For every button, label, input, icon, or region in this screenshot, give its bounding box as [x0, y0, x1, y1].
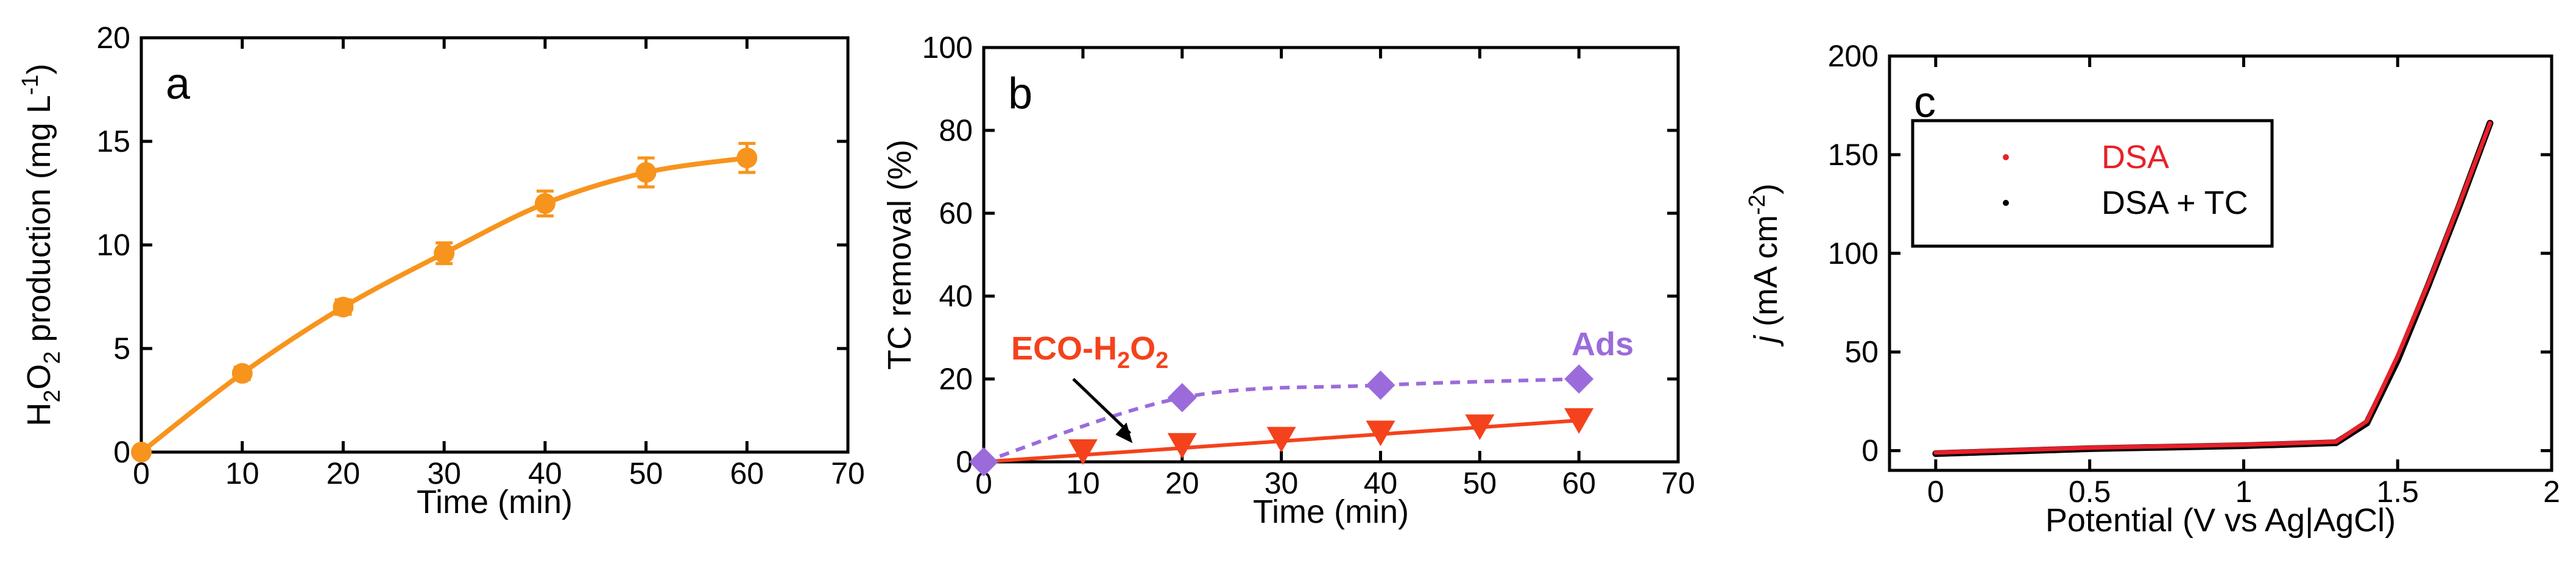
legend-marker [2003, 154, 2009, 160]
y-axis-title: j (mA cm-2) [1745, 183, 1784, 347]
data-point [231, 363, 253, 384]
x-tick-label: 1.5 [2376, 475, 2419, 509]
y-tick-label: 5 [113, 331, 130, 366]
y-title-sub: 2 [40, 351, 65, 364]
data-point [333, 297, 354, 317]
label-text: ECO-H [1011, 330, 1117, 367]
legend-label: DSA + TC [2101, 185, 2248, 221]
x-tick-label: 60 [730, 456, 764, 490]
y-title-end: ) [1748, 183, 1784, 194]
x-tick-label: 30 [1265, 466, 1299, 500]
x-tick-label: 30 [427, 456, 461, 490]
x-tick-label: 60 [1562, 466, 1596, 500]
label-sub: 2 [1156, 348, 1168, 373]
panel-letter: c [1914, 78, 1936, 127]
x-tick-label: 1 [2235, 475, 2253, 509]
x-tick-label: 50 [629, 456, 663, 490]
panel-letter: a [166, 60, 191, 108]
y-tick-label: 100 [1828, 236, 1879, 271]
data-point [635, 162, 657, 183]
y-title-text: (mA cm [1748, 215, 1784, 336]
x-tick-label: 40 [528, 456, 562, 490]
x-tick-label: 20 [1165, 466, 1199, 500]
x-axis-title: Time (min) [417, 484, 573, 520]
data-point-eco [1068, 439, 1098, 465]
y-tick-label: 150 [1828, 138, 1879, 172]
y-title-end: ) [21, 63, 57, 74]
data-point-eco [1167, 433, 1197, 459]
arrow-head [1115, 422, 1133, 444]
x-tick-label: 2 [2543, 475, 2560, 509]
data-point [736, 147, 758, 169]
y-tick-label: 0 [1861, 434, 1879, 468]
data-point-eco [1266, 427, 1296, 453]
y-tick-label: 20 [939, 362, 973, 396]
legend-box [1911, 119, 2274, 248]
x-tick-label: 0 [1927, 475, 1944, 509]
y-title-sup: -2 [1745, 194, 1770, 215]
x-tick-label: 50 [1463, 466, 1497, 500]
y-tick-label: 50 [1844, 335, 1879, 369]
data-point [534, 193, 556, 214]
y-tick-label: 10 [96, 228, 130, 262]
y-title-text: O [21, 364, 57, 389]
legend-marker [2003, 200, 2009, 206]
data-point-ads [1564, 364, 1594, 394]
plot-frame [139, 36, 850, 454]
y-tick-label: 40 [939, 279, 973, 313]
label-text: O [1130, 330, 1156, 367]
data-point-eco [1465, 414, 1495, 441]
y-tick-label: 80 [939, 113, 973, 147]
panel-c: 0 0.5 1 1.5 2 0 50 100 150 200 Potential (V vs Ag|… [1745, 39, 2560, 539]
x-tick-label: 10 [225, 456, 259, 490]
y-tick-label: 100 [922, 30, 973, 65]
y-title-sup: -1 [18, 74, 43, 95]
panel-letter: b [1008, 69, 1032, 118]
y-title-sub: 2 [40, 390, 65, 403]
data-point-ads [1167, 383, 1197, 412]
x-axis-title: Potential (V vs Ag|AgCl) [2045, 502, 2396, 539]
y-tick-label: 20 [96, 21, 130, 55]
y-axis-title: TC removal (%) [881, 140, 918, 370]
annotation-arrow [1072, 378, 1132, 435]
x-tick-label: 70 [1661, 466, 1695, 500]
data-point-ads [969, 447, 998, 476]
label-sub: 2 [1117, 348, 1130, 373]
y-tick-label: 200 [1828, 39, 1879, 73]
x-tick-label: 10 [1066, 466, 1100, 500]
x-tick-label: 0.5 [2069, 475, 2111, 509]
x-axis-title: Time (min) [1253, 494, 1409, 530]
y-title-text: production (mg L [21, 95, 57, 351]
y-tick-label: 15 [96, 124, 130, 158]
y-title-italic: j [1748, 335, 1784, 347]
data-point-eco [1564, 408, 1594, 434]
data-point [131, 442, 152, 462]
plot-frame [1888, 54, 2553, 472]
x-tick-label: 70 [831, 456, 865, 490]
legend-label: DSA [2101, 139, 2169, 175]
ads-label: Ads [1572, 326, 1634, 363]
series-line [139, 155, 747, 455]
plot-frame [982, 46, 1680, 464]
y-title-text: H [21, 403, 57, 427]
data-point-ads [1366, 370, 1396, 400]
x-tick-label: 40 [1364, 466, 1398, 500]
series-trace-dsa [1933, 121, 2493, 455]
y-axis-title: H2O2 production (mg L-1) [18, 63, 65, 426]
eco-h2o2-label: ECO-H2O2 [1011, 330, 1168, 373]
series-line-ads [983, 377, 1579, 464]
y-tick-label: 60 [939, 196, 973, 230]
data-point-eco [1366, 420, 1396, 447]
x-tick-label: 20 [326, 456, 361, 490]
data-point [434, 242, 455, 264]
y-tick-label: 0 [113, 435, 130, 469]
